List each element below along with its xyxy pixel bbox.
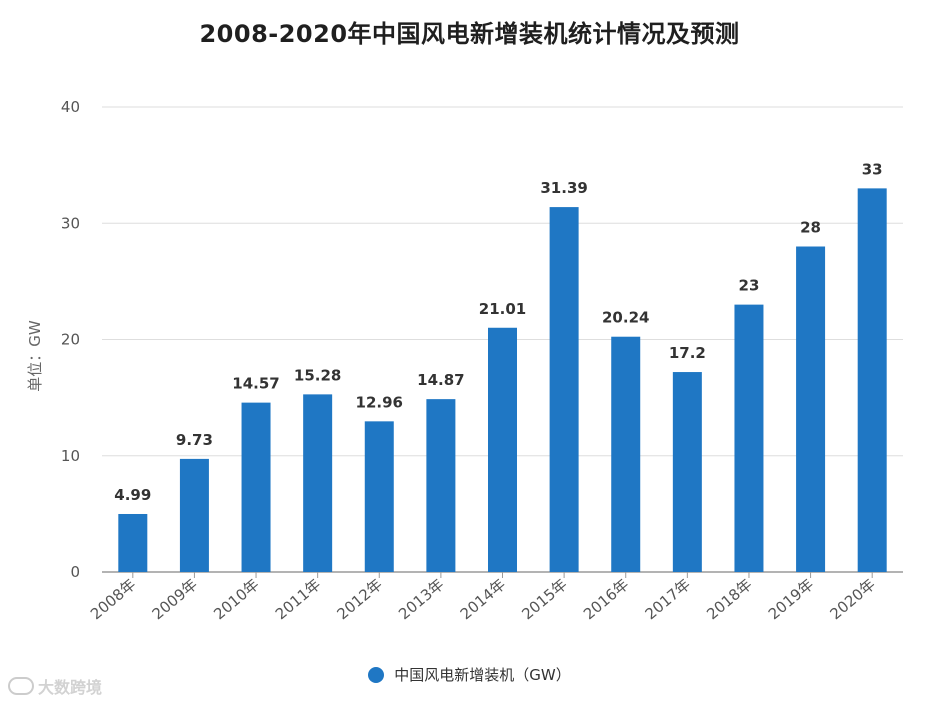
data-labels: 4.99 9.73 14.57 15.28 12.96 14.87 21.01 31.39 20…: [114, 160, 882, 504]
watermark: 大数跨境: [8, 674, 102, 698]
y-tick-label: 20: [61, 331, 80, 349]
legend[interactable]: 中国风电新增装机（GW）: [0, 664, 939, 685]
watermark-logo-icon: [8, 677, 34, 695]
y-tick-label: 40: [61, 98, 80, 116]
x-tick-label: 2008年: [87, 575, 139, 623]
data-label: 14.57: [232, 375, 279, 393]
data-label: 17.2: [669, 344, 706, 362]
bar[interactable]: [549, 207, 579, 572]
bar[interactable]: [303, 394, 333, 572]
bar[interactable]: [488, 327, 517, 572]
bar[interactable]: [734, 304, 764, 572]
chart-title: 2008-2020年中国风电新增装机统计情况及预测: [199, 20, 740, 48]
data-label: 21.01: [479, 300, 526, 318]
data-label: 4.99: [114, 486, 151, 504]
bar[interactable]: [796, 246, 826, 573]
x-tick-label: 2015年: [518, 575, 570, 623]
data-label: 28: [800, 219, 821, 237]
x-tick-label: 2014年: [457, 575, 509, 623]
y-tick-label: 30: [61, 214, 80, 232]
bar[interactable]: [241, 402, 271, 572]
x-tick-label: 2009年: [149, 575, 201, 623]
bar[interactable]: [672, 372, 702, 572]
bar[interactable]: [426, 399, 456, 572]
data-label: 20.24: [602, 309, 649, 327]
bar[interactable]: [857, 188, 887, 572]
bars: [118, 188, 887, 573]
data-label: 12.96: [356, 393, 403, 411]
x-tick-label: 2020年: [826, 575, 878, 623]
bar[interactable]: [364, 421, 394, 572]
x-tick-label: 2010年: [210, 575, 262, 623]
data-label: 33: [862, 160, 883, 178]
data-label: 31.39: [540, 179, 587, 197]
y-axis-ticks: 0 10 20 30 40: [61, 98, 80, 581]
bar[interactable]: [611, 336, 641, 572]
bar[interactable]: [118, 513, 148, 572]
x-tick-label: 2019年: [765, 575, 817, 623]
legend-marker: [368, 666, 385, 683]
data-label: 14.87: [417, 371, 464, 389]
watermark-text: 大数跨境: [38, 678, 103, 697]
data-label: 15.28: [294, 366, 341, 384]
data-label: 23: [739, 277, 760, 295]
x-tick-label: 2011年: [272, 575, 324, 623]
y-tick-label: 10: [61, 447, 80, 465]
y-tick-label: 0: [70, 563, 80, 581]
x-tick-label: 2013年: [395, 575, 447, 623]
data-label: 9.73: [176, 431, 213, 449]
x-tick-label: 2016年: [580, 575, 632, 623]
x-tick-label: 2017年: [642, 575, 694, 623]
legend-label: 中国风电新增装机（GW）: [394, 666, 571, 684]
x-tick-label: 2012年: [334, 575, 386, 623]
y-axis-title: 单位：GW: [26, 320, 44, 392]
bar[interactable]: [179, 458, 209, 572]
x-axis-ticks: 2008年 2009年 2010年 2011年 2012年 2013年 2014年 2015年…: [87, 572, 879, 623]
x-tick-label: 2018年: [703, 575, 755, 623]
